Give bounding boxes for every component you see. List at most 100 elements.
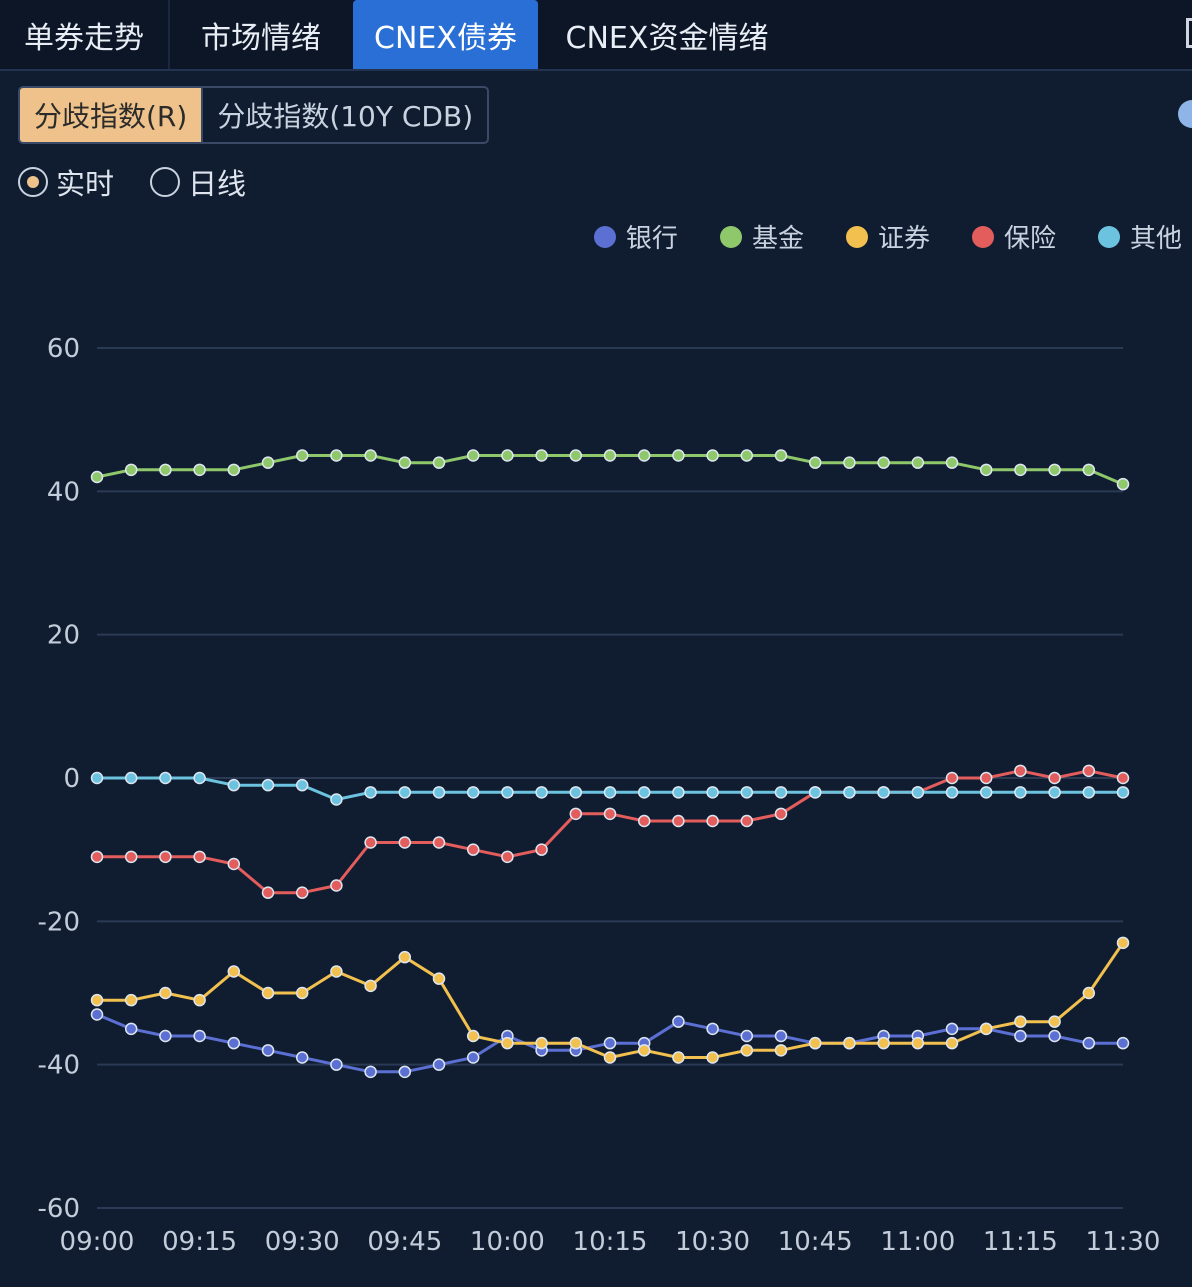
data-point[interactable] — [1116, 771, 1130, 785]
data-point[interactable] — [911, 1036, 925, 1050]
data-point[interactable] — [227, 965, 241, 978]
data-point[interactable] — [466, 1051, 480, 1064]
legend-item-bank[interactable]: 银行 — [593, 218, 678, 255]
data-point[interactable] — [569, 786, 583, 799]
data-point[interactable] — [535, 449, 548, 462]
data-point[interactable] — [535, 786, 548, 799]
data-point[interactable] — [1014, 764, 1027, 778]
data-point[interactable] — [945, 1036, 959, 1050]
data-point[interactable] — [808, 1036, 822, 1050]
data-point[interactable] — [193, 771, 206, 785]
radio-realtime[interactable]: 实时 — [18, 161, 114, 203]
data-point[interactable] — [295, 986, 309, 1000]
data-point[interactable] — [466, 843, 480, 856]
data-point[interactable] — [330, 965, 343, 978]
data-point[interactable] — [398, 1065, 412, 1079]
data-point[interactable] — [90, 993, 104, 1007]
data-point[interactable] — [261, 778, 275, 792]
data-point[interactable] — [90, 1008, 104, 1021]
data-point[interactable] — [227, 1036, 241, 1050]
data-point[interactable] — [979, 786, 993, 799]
data-point[interactable] — [90, 771, 104, 785]
data-point[interactable] — [295, 449, 309, 462]
tab-cnex-funding-sentiment[interactable]: CNEX资金情绪 — [540, 0, 794, 69]
data-point[interactable] — [569, 449, 583, 462]
data-point[interactable] — [843, 1036, 856, 1050]
data-point[interactable] — [979, 771, 993, 785]
segment-divergence-index-r[interactable]: 分歧指数(R) — [20, 88, 202, 142]
data-point[interactable] — [706, 786, 719, 799]
data-point[interactable] — [672, 1015, 685, 1028]
data-point[interactable] — [774, 449, 788, 462]
data-point[interactable] — [740, 1044, 754, 1057]
data-point[interactable] — [466, 449, 480, 462]
data-point[interactable] — [432, 972, 446, 985]
data-point[interactable] — [672, 1051, 685, 1064]
data-point[interactable] — [843, 786, 856, 799]
data-point[interactable] — [1048, 1029, 1061, 1043]
data-point[interactable] — [124, 993, 138, 1007]
data-point[interactable] — [124, 771, 138, 785]
data-point[interactable] — [124, 1022, 138, 1036]
data-point[interactable] — [774, 807, 788, 821]
data-point[interactable] — [1014, 1015, 1027, 1028]
data-point[interactable] — [808, 456, 822, 469]
data-point[interactable] — [193, 463, 206, 477]
data-point[interactable] — [364, 1065, 377, 1079]
data-point[interactable] — [159, 463, 172, 477]
segment-divergence-index-10y-cdb[interactable]: 分歧指数(10Y CDB) — [201, 88, 487, 142]
data-point[interactable] — [569, 807, 583, 821]
data-point[interactable] — [432, 836, 446, 849]
data-point[interactable] — [364, 979, 377, 993]
radio-daily[interactable]: 日线 — [150, 161, 246, 203]
data-point[interactable] — [911, 456, 925, 469]
data-point[interactable] — [1116, 786, 1130, 799]
data-point[interactable] — [261, 1044, 275, 1057]
tab-single-bond-trend[interactable]: 单券走势 — [0, 0, 168, 69]
data-point[interactable] — [877, 786, 890, 799]
data-point[interactable] — [1082, 1036, 1096, 1050]
data-point[interactable] — [843, 456, 856, 469]
data-point[interactable] — [706, 1022, 719, 1036]
legend-item-fund[interactable]: 基金 — [719, 218, 804, 255]
data-point[interactable] — [740, 449, 754, 462]
data-point[interactable] — [1014, 463, 1027, 477]
data-point[interactable] — [193, 1029, 206, 1043]
data-point[interactable] — [979, 1022, 993, 1036]
data-point[interactable] — [706, 449, 719, 462]
tab-cnex-bond[interactable]: CNEX债券 — [353, 0, 538, 69]
data-point[interactable] — [398, 786, 412, 799]
window-icon[interactable] — [1186, 18, 1192, 48]
data-point[interactable] — [945, 786, 959, 799]
info-icon[interactable] — [1178, 100, 1192, 128]
data-point[interactable] — [501, 1036, 514, 1050]
data-point[interactable] — [1116, 1036, 1130, 1050]
data-point[interactable] — [261, 456, 275, 469]
data-point[interactable] — [945, 1022, 959, 1036]
data-point[interactable] — [330, 879, 343, 892]
data-point[interactable] — [603, 449, 617, 462]
data-point[interactable] — [159, 986, 172, 1000]
data-point[interactable] — [603, 807, 617, 821]
data-point[interactable] — [398, 950, 412, 964]
data-point[interactable] — [1048, 463, 1061, 477]
data-point[interactable] — [706, 814, 719, 828]
data-point[interactable] — [1082, 786, 1096, 799]
data-point[interactable] — [877, 456, 890, 469]
data-point[interactable] — [432, 786, 446, 799]
data-point[interactable] — [945, 456, 959, 469]
data-point[interactable] — [569, 1036, 583, 1050]
data-point[interactable] — [808, 786, 822, 799]
data-point[interactable] — [740, 786, 754, 799]
data-point[interactable] — [1116, 936, 1130, 950]
data-point[interactable] — [603, 1036, 617, 1050]
data-point[interactable] — [877, 1036, 890, 1050]
data-point[interactable] — [501, 850, 514, 864]
legend-item-insurance[interactable]: 保险 — [971, 218, 1056, 255]
data-point[interactable] — [672, 449, 685, 462]
data-point[interactable] — [90, 470, 104, 484]
data-point[interactable] — [1082, 764, 1096, 778]
data-point[interactable] — [945, 771, 959, 785]
data-point[interactable] — [501, 449, 514, 462]
data-point[interactable] — [637, 786, 651, 799]
